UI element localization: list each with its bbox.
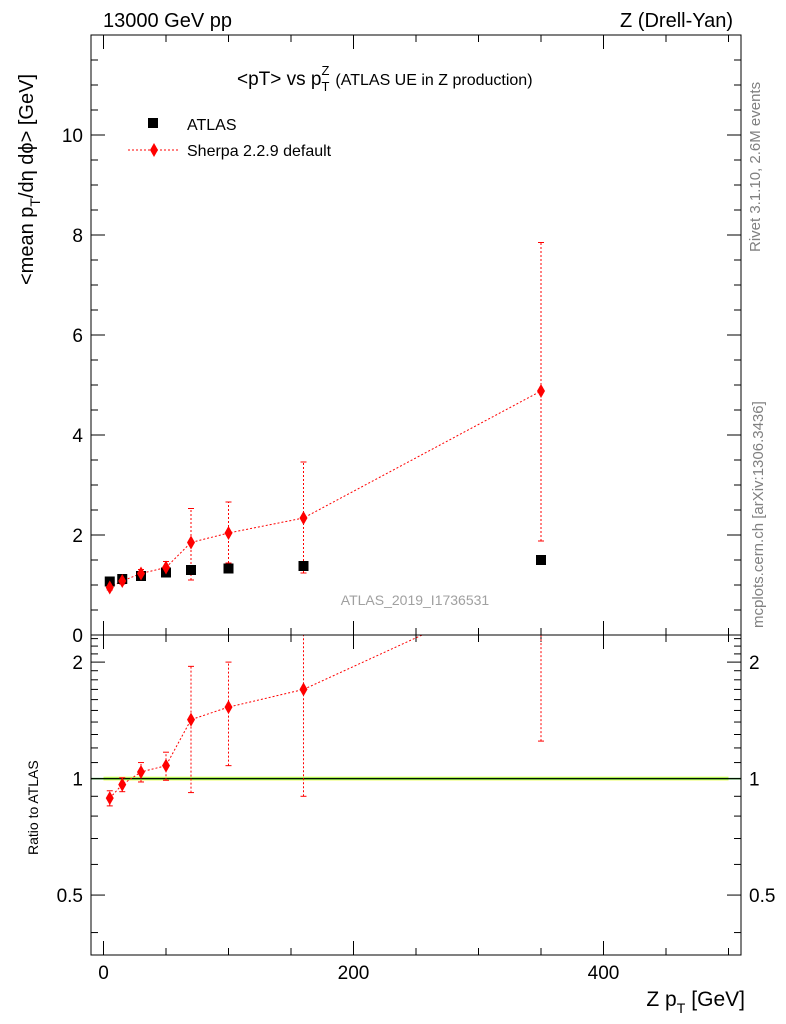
main-y-tick-label: 6 — [72, 326, 83, 347]
ratio-panel: 0.5 0.5 1 1 2 2 0 200 400 Ratio to ATLAS Z pT [Ge… — [25, 574, 775, 1016]
ratio-clipped-group — [91, 574, 741, 807]
ratio-data-point — [299, 682, 308, 697]
main-y-tick-label: 10 — [62, 126, 83, 147]
main-y-label-rest: /dη dϕ> [GeV] — [16, 74, 38, 198]
main-y-tick-label: 4 — [72, 426, 83, 447]
main-y-label-sub: T — [27, 198, 43, 207]
ratio-y-tick-label-right: 1 — [749, 770, 760, 791]
ratio-ticks: 0.5 0.5 1 1 2 2 0 200 400 — [57, 635, 775, 984]
plot-title: <pT> vs pTZ (ATLAS UE in Z production) — [237, 63, 533, 94]
ratio-y-tick-label-right: 0.5 — [749, 886, 775, 907]
ratio-data-point — [224, 700, 233, 715]
ratio-frame — [90, 634, 742, 956]
header-left: 13000 GeV pp — [103, 10, 232, 32]
sherpa-data-point — [537, 384, 545, 398]
analysis-watermark: ATLAS_2019_I1736531 — [341, 592, 490, 608]
main-y-ticks: 0 2 4 6 8 10 — [62, 35, 741, 647]
atlas-data-point — [536, 555, 546, 565]
ratio-plot-area — [91, 574, 741, 807]
ratio-y-label: Ratio to ATLAS — [25, 760, 41, 855]
header-right: Z (Drell-Yan) — [620, 10, 733, 32]
sherpa-data-point — [299, 511, 308, 525]
legend-atlas-label: ATLAS — [187, 117, 237, 134]
ratio-y-tick-label: 2 — [72, 653, 83, 674]
ratio-y-tick-label-right: 2 — [749, 653, 760, 674]
main-y-label-main: <mean p — [16, 207, 38, 285]
x-tick-label: 400 — [588, 963, 620, 984]
atlas-data-point — [186, 565, 196, 575]
sherpa-series-line — [109, 390, 542, 588]
x-tick-label: 0 — [98, 963, 109, 984]
main-plot-area — [104, 242, 546, 595]
legend-sherpa-label: Sherpa 2.2.9 default — [187, 143, 332, 160]
plot-title-sup: Z — [321, 63, 329, 78]
main-y-label: <mean pT/dη dϕ> [GeV] — [16, 74, 43, 285]
sherpa-data-point — [224, 526, 233, 540]
ratio-data-point — [187, 712, 195, 727]
sherpa-data-point — [137, 566, 145, 581]
mcplots-note: mcplots.cern.ch [arXiv:1306.3436] — [750, 401, 767, 628]
legend: ATLAS Sherpa 2.2.9 default — [128, 117, 332, 160]
x-axis-label-sub: T — [677, 1000, 686, 1016]
ratio-y-tick-label: 0.5 — [57, 886, 83, 907]
atlas-data-point — [298, 561, 309, 571]
sherpa-data-point — [118, 574, 127, 588]
plot-title-rest: (ATLAS UE in Z production) — [335, 72, 532, 89]
ratio-data-point — [537, 574, 545, 588]
sherpa-data-point — [162, 560, 170, 575]
ratio-series-line — [109, 635, 424, 799]
rivet-note: Rivet 3.1.10, 2.6M events — [747, 82, 764, 252]
x-tick-label: 200 — [338, 963, 370, 984]
x-axis-label-main: Z p — [646, 988, 676, 1011]
ratio-data-point — [137, 764, 145, 779]
ratio-data-point — [118, 777, 127, 792]
plot-title-main: <pT> vs p — [237, 69, 322, 90]
legend-atlas-marker — [148, 118, 158, 128]
ratio-data-point — [162, 758, 170, 773]
main-y-tick-label: 2 — [72, 526, 83, 547]
sherpa-data-point — [105, 580, 114, 595]
main-y-tick-label: 0 — [72, 626, 83, 647]
x-axis-label: Z pT [GeV] — [646, 988, 745, 1016]
plot-title-sub: T — [322, 79, 330, 94]
main-y-tick-label: 8 — [72, 226, 83, 247]
atlas-data-point — [223, 563, 234, 574]
ratio-data-point — [105, 791, 114, 806]
ratio-y-tick-label: 1 — [72, 770, 83, 791]
sherpa-data-point — [187, 535, 195, 550]
legend-sherpa-marker — [150, 143, 158, 157]
x-axis-label-rest: [GeV] — [691, 988, 745, 1011]
